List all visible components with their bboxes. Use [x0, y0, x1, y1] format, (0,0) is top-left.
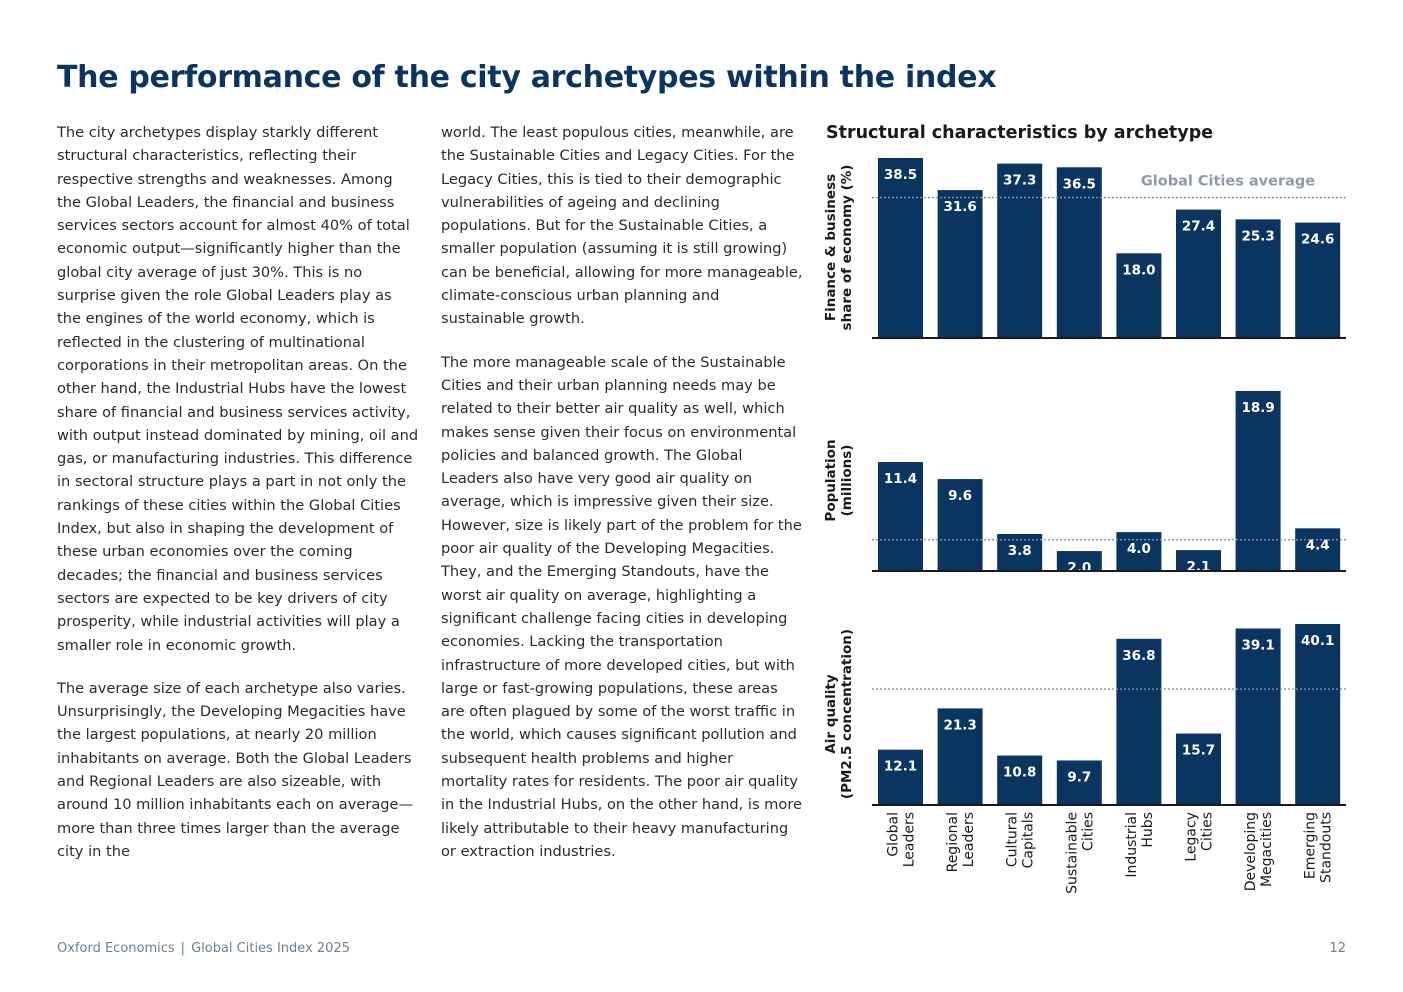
bar	[1116, 638, 1162, 804]
bar	[937, 708, 983, 804]
data-label: 4.0	[1127, 541, 1151, 557]
bar	[1295, 528, 1341, 570]
x-tick-label: SustainableCities	[1064, 812, 1096, 894]
bar	[1056, 167, 1102, 337]
x-tick-label-line: Hubs	[1140, 812, 1156, 848]
bar	[1235, 628, 1281, 804]
bar	[878, 158, 923, 337]
data-label: 18.9	[1241, 400, 1274, 416]
x-tick-label-line: Cities	[1200, 812, 1216, 851]
data-label: 31.6	[943, 199, 976, 215]
data-label: 36.5	[1063, 176, 1096, 192]
bar	[1116, 532, 1162, 570]
data-label: 12.1	[884, 759, 917, 775]
data-label: 10.8	[1003, 765, 1036, 781]
y-axis-label: Finance & businessshare of economy (%)	[823, 165, 855, 331]
x-tick-label-line: Cultural	[1005, 812, 1021, 867]
data-label: 36.8	[1122, 648, 1155, 664]
data-label: 11.4	[884, 471, 917, 487]
x-tick-label: DevelopingMegacities	[1243, 812, 1275, 891]
bar	[1176, 733, 1221, 804]
data-label: 27.4	[1182, 219, 1215, 235]
x-tick-label-line: Developing	[1243, 812, 1259, 891]
text-column-left: The city archetypes display starkly diff…	[57, 121, 419, 883]
bar	[878, 749, 923, 804]
x-tick-label-line: Megacities	[1259, 812, 1275, 887]
x-tick-label-line: Global	[886, 812, 902, 857]
data-label: 38.5	[884, 167, 917, 183]
reference-label: Global Cities average	[1141, 174, 1315, 190]
bar	[1176, 550, 1221, 570]
bar	[878, 462, 923, 570]
data-label: 21.3	[943, 717, 976, 733]
y-axis-label-line: share of economy (%)	[839, 165, 855, 331]
footer-publisher: Oxford Economics	[57, 941, 175, 956]
paragraph: The more manageable scale of the Sustain…	[441, 353, 802, 860]
data-label: 37.3	[1003, 173, 1036, 189]
x-tick-label: EmergingStandouts	[1303, 812, 1335, 883]
bar	[937, 479, 983, 570]
x-tick-label: IndustrialHubs	[1124, 812, 1156, 878]
data-label: 18.0	[1122, 262, 1155, 278]
bar	[1056, 551, 1102, 570]
x-tick-label-line: Leaders	[902, 812, 918, 867]
bar	[1235, 391, 1281, 570]
data-label: 3.8	[1008, 543, 1032, 559]
page-title: The performance of the city archetypes w…	[57, 60, 997, 95]
page-number: 12	[1329, 941, 1346, 956]
y-axis-label-line: Finance & business	[823, 174, 839, 321]
text-column-middle: world. The least populous cities, meanwh…	[441, 121, 803, 883]
x-tick-label: RegionalLeaders	[945, 812, 977, 872]
x-tick-label-line: Standouts	[1319, 812, 1335, 883]
footer-separator: |	[180, 941, 186, 956]
data-label: 2.1	[1187, 559, 1211, 575]
x-tick-label-line: Capitals	[1021, 812, 1037, 868]
y-axis-label-line: (millions)	[839, 445, 855, 517]
x-tick-label-line: Cities	[1080, 812, 1096, 851]
x-tick-label: GlobalLeaders	[886, 812, 918, 867]
data-label: 25.3	[1241, 228, 1274, 244]
x-tick-label-line: Emerging	[1303, 812, 1319, 879]
bar	[1056, 760, 1102, 804]
bar	[1295, 624, 1341, 804]
y-axis-label: Air quality(PM2.5 concentration)	[823, 629, 855, 799]
data-label: 9.6	[948, 488, 972, 504]
x-tick-label: LegacyCities	[1184, 812, 1216, 862]
x-tick-label-line: Leaders	[961, 812, 977, 867]
paragraph: The city archetypes display starkly diff…	[57, 124, 419, 654]
y-axis-label-line: (PM2.5 concentration)	[839, 629, 855, 799]
x-tick-label-line: Industrial	[1124, 812, 1140, 878]
bar	[1235, 219, 1281, 337]
footer-publication: Global Cities Index 2025	[191, 941, 350, 956]
x-tick-label-line: Sustainable	[1064, 812, 1080, 894]
x-tick-label-line: Legacy	[1184, 812, 1200, 862]
bar	[937, 190, 983, 337]
y-axis-label: Population(millions)	[823, 439, 855, 521]
data-label: 2.0	[1067, 560, 1091, 576]
bar	[1176, 209, 1221, 337]
bar	[1295, 222, 1341, 337]
data-label: 15.7	[1182, 743, 1215, 759]
data-label: 39.1	[1241, 637, 1274, 653]
data-label: 9.7	[1067, 769, 1091, 785]
bar	[997, 163, 1043, 337]
data-label: 4.4	[1306, 537, 1330, 553]
paragraph: world. The least populous cities, meanwh…	[441, 124, 803, 328]
y-axis-label-line: Population	[823, 439, 839, 521]
archetype-bar-chart: Finance & businessshare of economy (%) 38…	[823, 158, 1346, 894]
bar	[997, 755, 1043, 804]
x-tick-label-line: Regional	[945, 812, 961, 872]
footer: Oxford Economics | Global Cities Index 202…	[57, 941, 350, 956]
data-label: 40.1	[1301, 633, 1334, 649]
bar	[1116, 253, 1162, 337]
data-label: 24.6	[1301, 232, 1334, 248]
x-tick-label: CulturalCapitals	[1005, 812, 1037, 868]
y-axis-label-line: Air quality	[823, 674, 839, 754]
chart-title: Structural characteristics by archetype	[826, 123, 1214, 143]
paragraph: The average size of each archetype also …	[57, 679, 414, 860]
